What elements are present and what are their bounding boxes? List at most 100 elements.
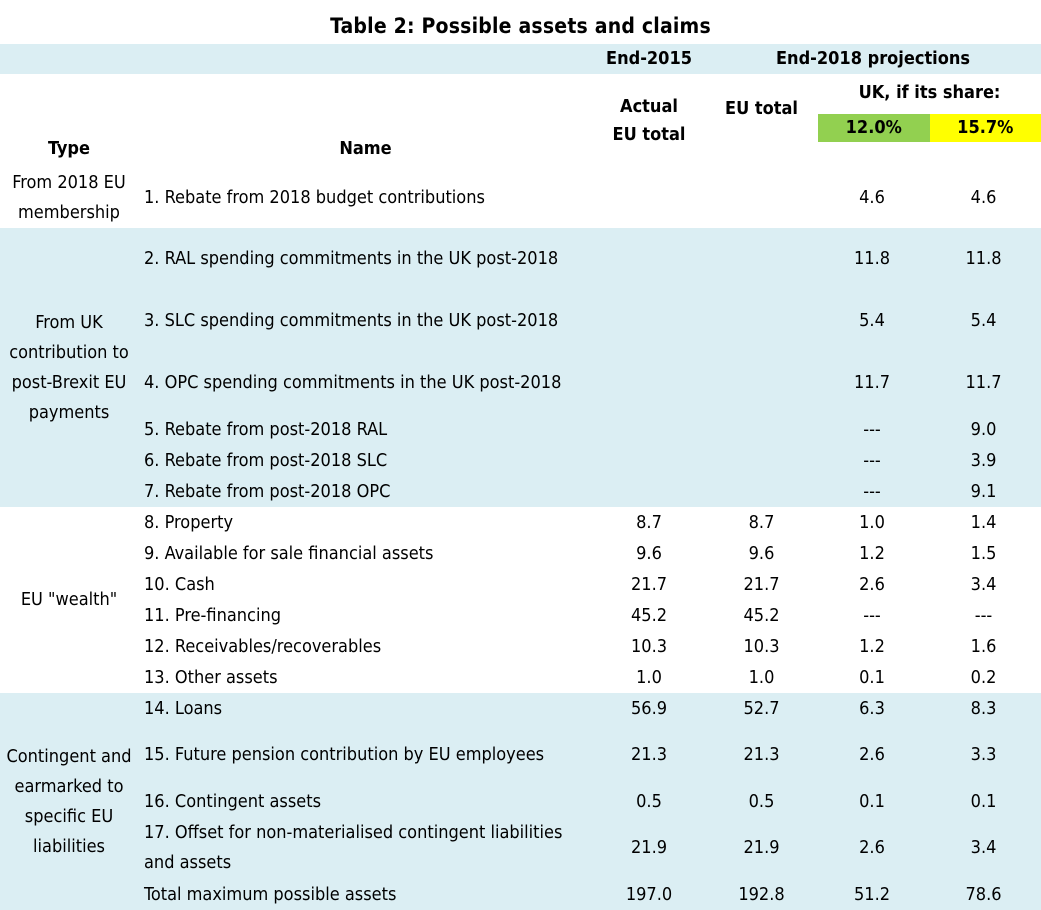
header-row-columns: Type Name Actual EU total EU total UK, i… [0, 74, 1041, 168]
uk-share-12-value: 51.2 [818, 879, 926, 910]
actual-eu-total-value [593, 445, 705, 476]
uk-share-15-7-value: 3.9 [926, 445, 1041, 476]
uk-share-12-value: 1.2 [859, 542, 885, 564]
uk-share-15-7-value: 11.8 [926, 228, 1041, 290]
header-actual-eu-total: Actual EU total [612, 96, 686, 145]
eu-total-value [705, 414, 818, 445]
row-name: 16. Contingent assets [138, 786, 593, 817]
uk-share-15-7-value: 3.4 [970, 573, 997, 595]
uk-share-12-value: 5.4 [818, 290, 926, 352]
eu-total-value: 9.6 [748, 542, 775, 564]
actual-eu-total-value [593, 168, 705, 228]
actual-eu-total-value: 197.0 [593, 879, 705, 910]
table-row: From 2018 EU membership 1. Rebate from 20… [0, 168, 1041, 228]
header-uk-share: UK, if its share: 12.0% 15.7% [818, 74, 1041, 168]
table-row: 9. Available for sale financial assets 9.… [0, 538, 1041, 569]
actual-eu-total-value: 56.9 [593, 693, 705, 724]
table-row: 17. Offset for non-materialised continge… [0, 817, 1041, 879]
eu-total-value: 8.7 [748, 511, 775, 533]
eu-total-value: 21.7 [743, 573, 780, 595]
actual-eu-total-value [593, 228, 705, 290]
group-type-label: EU "wealth" [20, 589, 118, 610]
actual-eu-total-value: 21.9 [593, 817, 705, 879]
row-name: 3. SLC spending commitments in the UK po… [138, 290, 593, 352]
eu-total-value [705, 290, 818, 352]
row-name: 10. Cash [144, 573, 215, 595]
row-name: 2. RAL spending commitments in the UK po… [138, 228, 593, 290]
row-name: 14. Loans [138, 693, 593, 724]
table-row: 15. Future pension contribution by EU em… [0, 724, 1041, 786]
table-row: 11. Pre-financing 45.2 45.2 --- --- [0, 600, 1041, 631]
actual-eu-total-value: 1.0 [636, 666, 662, 688]
table-row: 6. Rebate from post-2018 SLC --- 3.9 [0, 445, 1041, 476]
uk-share-15-7-value: 8.3 [926, 693, 1041, 724]
header-name: Name [339, 138, 392, 159]
row-name: Total maximum possible assets [138, 879, 593, 910]
table-row: 10. Cash 21.7 21.7 2.6 3.4 [0, 569, 1041, 600]
row-name: 17. Offset for non-materialised continge… [138, 817, 593, 879]
uk-share-15-7-value: 0.1 [926, 786, 1041, 817]
uk-share-12-value: 0.1 [859, 666, 885, 688]
uk-share-12-value: --- [818, 414, 926, 445]
eu-total-value [705, 445, 818, 476]
table-row: From UK contribution to post-Brexit EU p… [0, 228, 1041, 507]
row-name: 9. Available for sale financial assets [144, 542, 434, 564]
uk-share-15-7-value: --- [974, 604, 993, 626]
share-12-badge: 12.0% [818, 114, 930, 142]
actual-eu-total-value [593, 414, 705, 445]
header-uk-share-label: UK, if its share: [858, 82, 1001, 103]
uk-share-15-7-value: 3.4 [926, 817, 1041, 879]
eu-total-value: 52.7 [705, 693, 818, 724]
eu-total-value [705, 476, 818, 507]
table-row: EU "wealth" 8. Property 8.7 8.7 1.0 1.4 [0, 507, 1041, 611]
row-name: 5. Rebate from post-2018 RAL [138, 414, 593, 445]
uk-share-12-value: 11.7 [818, 352, 926, 414]
uk-share-15-7-value: 11.7 [926, 352, 1041, 414]
actual-eu-total-value [593, 352, 705, 414]
table-row: 16. Contingent assets 0.5 0.5 0.1 0.1 [0, 786, 1041, 817]
uk-share-12-value: 2.6 [818, 817, 926, 879]
eu-total-value: 21.3 [705, 724, 818, 786]
group-type-label: Contingent and earmarked to specific EU … [0, 693, 138, 910]
eu-total-value [705, 352, 818, 414]
uk-share-15-7-value: 1.5 [970, 542, 997, 564]
uk-share-12-value: 6.3 [818, 693, 926, 724]
row-name: 11. Pre-financing [144, 604, 282, 626]
row-name: 15. Future pension contribution by EU em… [138, 724, 593, 786]
eu-total-value [705, 228, 818, 290]
actual-eu-total-value: 8.7 [636, 511, 662, 533]
header-end-2018-projections: End-2018 projections [705, 44, 1041, 74]
row-name: 1. Rebate from 2018 budget contributions [144, 187, 485, 208]
uk-share-12-value: 1.2 [859, 635, 885, 657]
uk-share-12-value: 2.6 [818, 724, 926, 786]
uk-share-12-value: 1.0 [859, 511, 885, 533]
uk-share-15-7-value: 9.0 [926, 414, 1041, 445]
table-row: Contingent and earmarked to specific EU … [0, 693, 1041, 910]
uk-share-15-7-value: 0.2 [970, 666, 997, 688]
actual-eu-total-value [593, 476, 705, 507]
uk-share-12-value: --- [818, 476, 926, 507]
header-row-periods: End-2015 End-2018 projections [0, 44, 1041, 74]
table-row: 5. Rebate from post-2018 RAL --- 9.0 [0, 414, 1041, 445]
actual-eu-total-value [593, 290, 705, 352]
table-body: From 2018 EU membership 1. Rebate from 20… [0, 168, 1041, 910]
eu-total-value: 10.3 [743, 635, 780, 657]
row-name: 12. Receivables/recoverables [144, 635, 382, 657]
uk-share-15-7-value: 3.3 [926, 724, 1041, 786]
table-row: 13. Other assets 1.0 1.0 0.1 0.2 [0, 662, 1041, 693]
uk-share-15-7-value: 78.6 [926, 879, 1041, 910]
table-row: Total maximum possible assets 197.0 192.8 5… [0, 879, 1041, 910]
eu-total-value: 0.5 [705, 786, 818, 817]
table-row: 3. SLC spending commitments in the UK po… [0, 290, 1041, 352]
table-row: 7. Rebate from post-2018 OPC --- 9.1 [0, 476, 1041, 507]
row-name: 6. Rebate from post-2018 SLC [138, 445, 593, 476]
uk-share-12-value: 0.1 [818, 786, 926, 817]
table-row: 4. OPC spending commitments in the UK po… [0, 352, 1041, 414]
assets-claims-table: End-2015 End-2018 projections Type Name … [0, 44, 1041, 910]
header-eu-total: EU total [725, 98, 798, 119]
eu-total-value: 21.9 [705, 817, 818, 879]
eu-total-value: 1.0 [748, 666, 775, 688]
uk-share-15-7-value: 4.6 [970, 187, 997, 208]
uk-share-12-value: 4.6 [859, 187, 885, 208]
actual-eu-total-value: 21.3 [593, 724, 705, 786]
